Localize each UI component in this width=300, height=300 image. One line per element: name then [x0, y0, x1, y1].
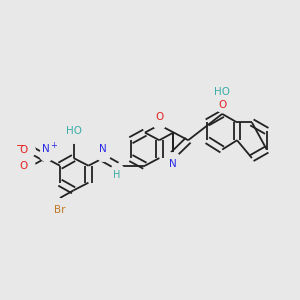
Text: N: N	[42, 144, 50, 154]
Text: O: O	[155, 112, 164, 122]
Text: Br: Br	[54, 205, 66, 215]
Text: O: O	[218, 100, 226, 110]
Text: HO: HO	[66, 126, 82, 136]
Text: HO: HO	[214, 87, 230, 97]
Text: +: +	[51, 141, 58, 150]
Text: O: O	[20, 161, 28, 171]
Text: O: O	[20, 146, 28, 155]
Text: N: N	[99, 144, 107, 154]
Text: N: N	[169, 159, 177, 169]
Text: −: −	[15, 141, 25, 151]
Text: H: H	[113, 170, 121, 180]
